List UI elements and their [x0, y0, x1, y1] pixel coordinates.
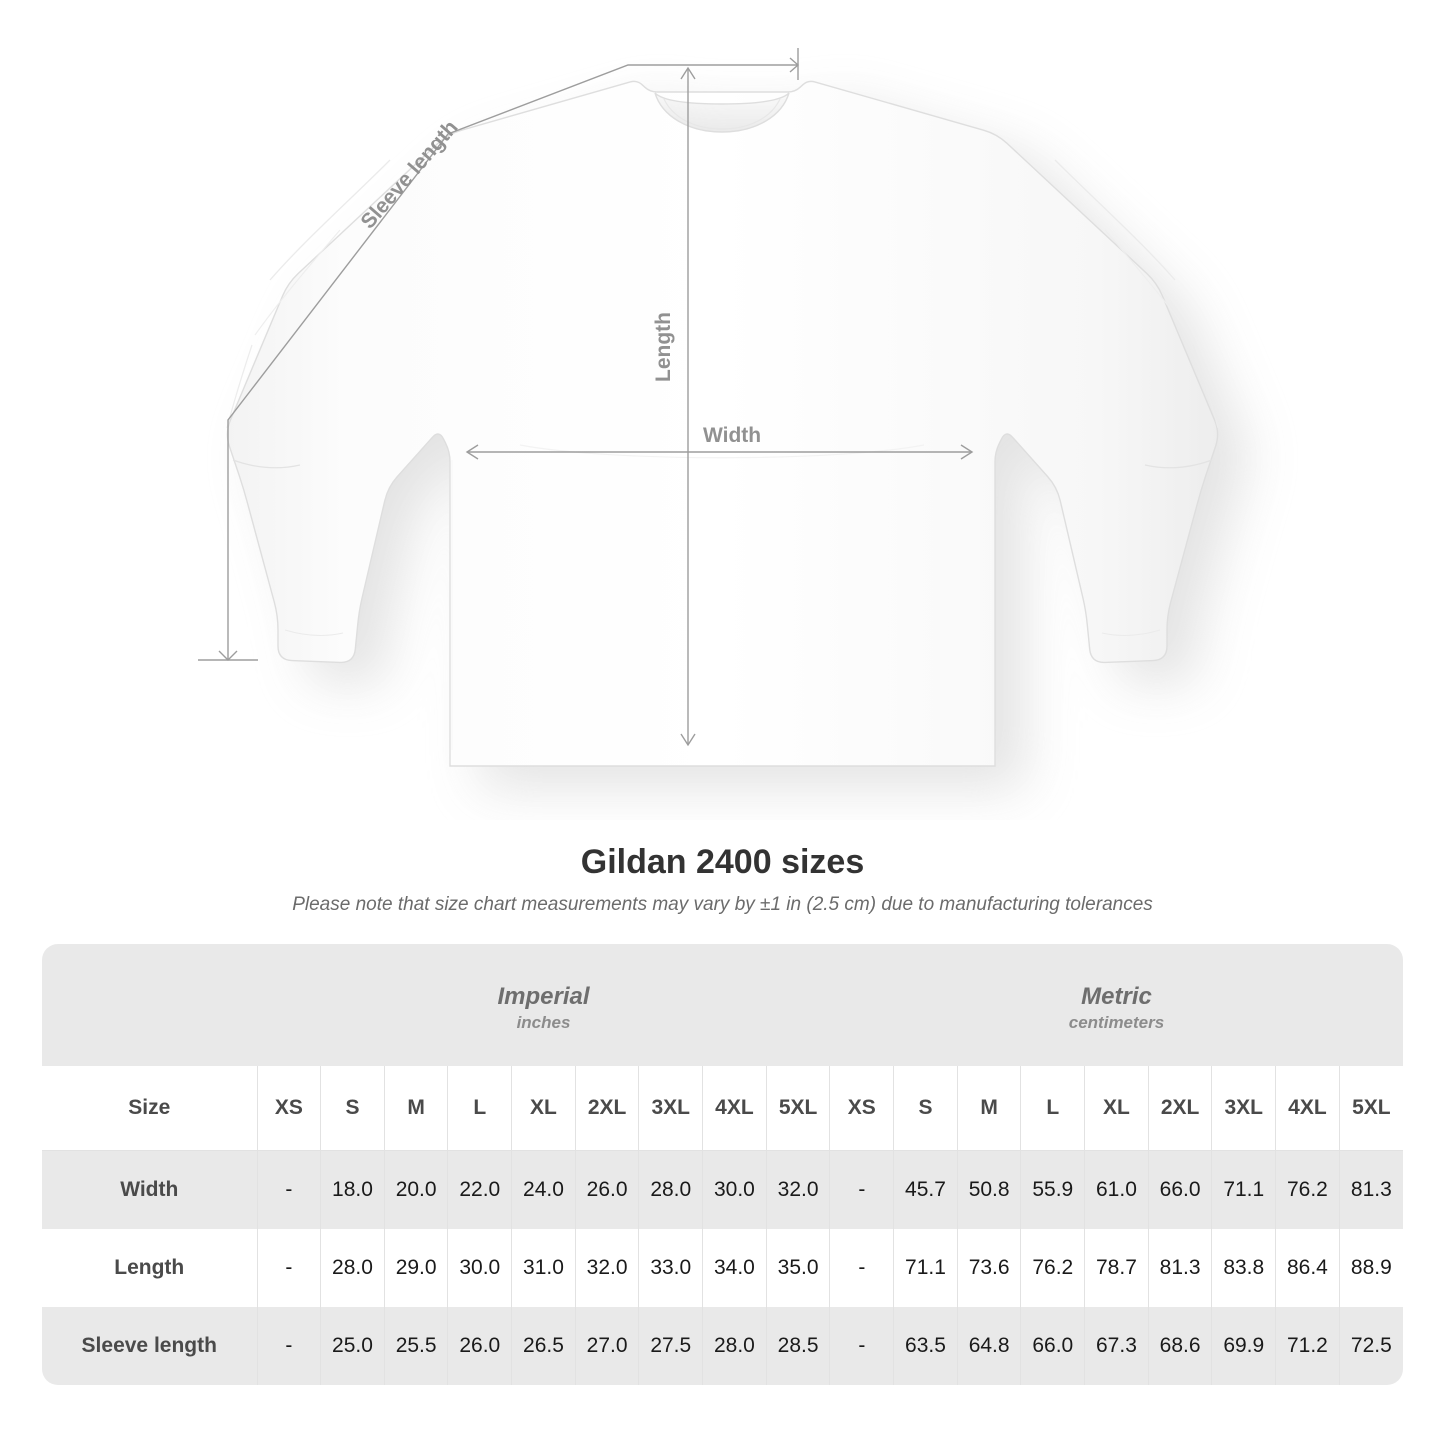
- svg-text:Length: Length: [652, 312, 675, 382]
- svg-text:Width: Width: [703, 424, 761, 447]
